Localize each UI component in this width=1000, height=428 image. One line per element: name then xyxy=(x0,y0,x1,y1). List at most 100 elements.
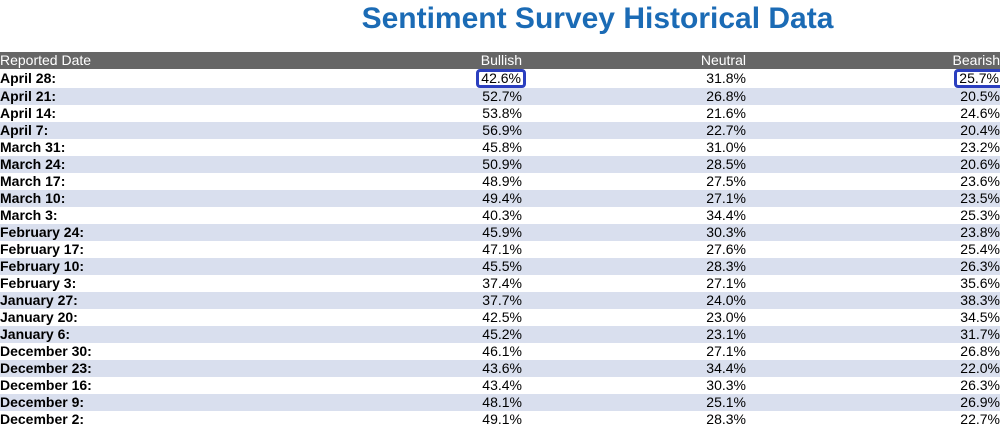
row-bearish-value: 22.7% xyxy=(960,411,1000,427)
row-date: December 30: xyxy=(0,343,92,359)
row-bearish-value: 20.5% xyxy=(960,88,1000,104)
table-row: January 6: 45.2% 23.1% 31.7% xyxy=(0,326,1000,343)
row-date: December 16: xyxy=(0,377,92,393)
row-date: January 6: xyxy=(0,326,71,342)
table-row: April 21: 52.7% 26.8% 20.5% xyxy=(0,88,1000,105)
row-bullish-value: 48.1% xyxy=(482,394,522,410)
row-bullish-value: 42.6% xyxy=(170,69,526,88)
table-row: February 3: 37.4% 27.1% 35.6% xyxy=(0,275,1000,292)
chart-title: Sentiment Survey Historical Data xyxy=(361,2,834,35)
row-bearish-value: 26.3% xyxy=(960,258,1000,274)
row-neutral-value: 30.3% xyxy=(706,377,746,393)
row-neutral-value: 27.1% xyxy=(706,190,746,206)
table-row: February 17: 47.1% 27.6% 25.4% xyxy=(0,241,1000,258)
table-row: December 30: 46.1% 27.1% 26.8% xyxy=(0,343,1000,360)
row-bearish-value: 23.5% xyxy=(960,190,1000,206)
row-neutral-value: 28.5% xyxy=(706,156,746,172)
row-bullish-value: 53.8% xyxy=(482,105,522,121)
row-bearish-value: 20.6% xyxy=(960,156,1000,172)
row-bullish-value: 45.8% xyxy=(482,139,522,155)
row-bearish-value: 23.8% xyxy=(960,224,1000,240)
row-neutral-value: 28.3% xyxy=(706,258,746,274)
row-bullish-value: 37.7% xyxy=(482,292,522,308)
table-row: December 23: 43.6% 34.4% 22.0% xyxy=(0,360,1000,377)
highlighted-bullish-value: 42.6% xyxy=(476,69,526,88)
row-date: December 9: xyxy=(0,394,85,410)
sentiment-table: Reported Date Bullish Neutral Bearish Ap… xyxy=(0,52,1000,428)
row-bullish-value: 49.4% xyxy=(482,190,522,206)
row-bullish-value: 50.9% xyxy=(482,156,522,172)
row-date: March 17: xyxy=(0,173,66,189)
row-bearish-value: 25.7% xyxy=(746,69,1000,88)
table-header: Reported Date Bullish Neutral Bearish xyxy=(0,52,1000,69)
row-neutral-value: 31.8% xyxy=(706,70,746,86)
row-neutral-value: 34.4% xyxy=(706,207,746,223)
row-bullish-value: 43.6% xyxy=(482,360,522,376)
row-neutral-value: 27.5% xyxy=(706,173,746,189)
row-bearish-value: 31.7% xyxy=(960,326,1000,342)
row-neutral-value: 24.0% xyxy=(706,292,746,308)
table-row: March 31: 45.8% 31.0% 23.2% xyxy=(0,139,1000,156)
header-reported-date: Reported Date xyxy=(0,52,92,68)
row-date: February 17: xyxy=(0,241,85,257)
row-bearish-value: 25.4% xyxy=(960,241,1000,257)
row-bullish-value: 45.9% xyxy=(482,224,522,240)
row-bearish-value: 26.8% xyxy=(960,343,1000,359)
table-row: February 10: 45.5% 28.3% 26.3% xyxy=(0,258,1000,275)
row-neutral-value: 21.6% xyxy=(706,105,746,121)
row-date: February 10: xyxy=(0,258,85,274)
row-bullish-value: 45.2% xyxy=(482,326,522,342)
row-bullish-value: 40.3% xyxy=(482,207,522,223)
row-bearish-value: 20.4% xyxy=(960,122,1000,138)
row-bearish-value: 34.5% xyxy=(960,309,1000,325)
row-neutral-value: 27.6% xyxy=(706,241,746,257)
table-row: December 16: 43.4% 30.3% 26.3% xyxy=(0,377,1000,394)
row-date: April 14: xyxy=(0,105,57,121)
table-row: January 27: 37.7% 24.0% 38.3% xyxy=(0,292,1000,309)
row-date: January 20: xyxy=(0,309,78,325)
row-bullish-value: 42.5% xyxy=(482,309,522,325)
row-date: January 27: xyxy=(0,292,78,308)
row-bearish-value: 22.0% xyxy=(960,360,1000,376)
table-row: March 24: 50.9% 28.5% 20.6% xyxy=(0,156,1000,173)
row-neutral-value: 31.0% xyxy=(706,139,746,155)
row-neutral-value: 23.1% xyxy=(706,326,746,342)
row-date: February 3: xyxy=(0,275,77,291)
table-row: December 2: 49.1% 28.3% 22.7% xyxy=(0,411,1000,428)
row-bullish-value: 37.4% xyxy=(482,275,522,291)
row-bearish-value: 26.9% xyxy=(960,394,1000,410)
row-date: April 28: xyxy=(0,70,57,86)
highlighted-bearish-value: 25.7% xyxy=(954,69,1000,88)
row-bearish-value: 38.3% xyxy=(960,292,1000,308)
table-row: April 28: 42.6% 31.8% 25.7% xyxy=(0,69,1000,88)
row-bullish-value: 48.9% xyxy=(482,173,522,189)
table-row: March 10: 49.4% 27.1% 23.5% xyxy=(0,190,1000,207)
row-bullish-value: 52.7% xyxy=(482,88,522,104)
table-row: March 17: 48.9% 27.5% 23.6% xyxy=(0,173,1000,190)
row-bullish-value: 43.4% xyxy=(482,377,522,393)
row-date: March 3: xyxy=(0,207,58,223)
row-date: March 24: xyxy=(0,156,66,172)
row-bearish-value: 35.6% xyxy=(960,275,1000,291)
header-bullish: Bullish xyxy=(480,52,522,68)
table-row: April 14: 53.8% 21.6% 24.6% xyxy=(0,105,1000,122)
row-bullish-value: 46.1% xyxy=(482,343,522,359)
row-date: March 31: xyxy=(0,139,66,155)
row-neutral-value: 28.3% xyxy=(706,411,746,427)
row-bearish-value: 23.6% xyxy=(960,173,1000,189)
row-bearish-value: 23.2% xyxy=(960,139,1000,155)
row-neutral-value: 27.1% xyxy=(706,275,746,291)
header-row: Reported Date Bullish Neutral Bearish xyxy=(0,52,1000,69)
row-neutral-value: 27.1% xyxy=(706,343,746,359)
row-bullish-value: 49.1% xyxy=(482,411,522,427)
row-date: December 23: xyxy=(0,360,92,376)
row-neutral-value: 30.3% xyxy=(706,224,746,240)
row-neutral-value: 23.0% xyxy=(706,309,746,325)
row-bullish-value: 56.9% xyxy=(482,122,522,138)
header-neutral: Neutral xyxy=(700,52,746,68)
row-neutral-value: 22.7% xyxy=(706,122,746,138)
header-bearish: Bearish xyxy=(952,52,1000,68)
row-bearish-value: 25.3% xyxy=(960,207,1000,223)
row-date: March 10: xyxy=(0,190,66,206)
row-neutral-value: 25.1% xyxy=(706,394,746,410)
